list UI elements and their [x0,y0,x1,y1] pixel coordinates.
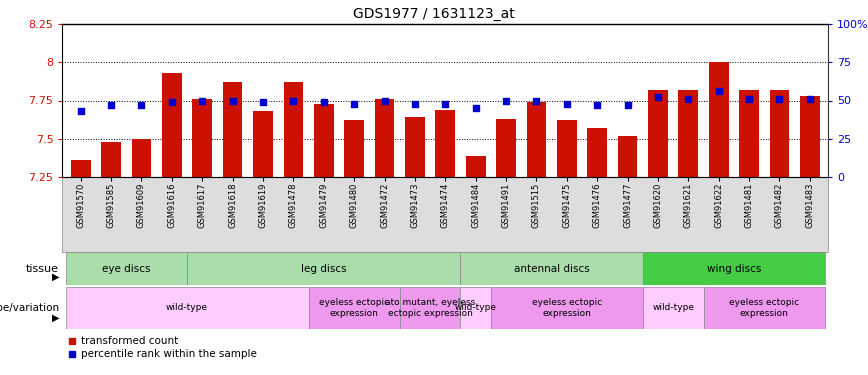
Bar [399,287,460,329]
Point [165,99,179,105]
Text: GDS1977 / 1631123_at: GDS1977 / 1631123_at [353,7,515,21]
Bar [740,90,759,177]
Text: leg discs: leg discs [301,264,346,273]
Point [681,96,695,102]
Point [621,102,635,108]
Point [74,108,88,114]
Text: eyeless ectopic
expression: eyeless ectopic expression [319,298,389,318]
Text: ato mutant, eyeless
ectopic expression: ato mutant, eyeless ectopic expression [385,298,475,318]
Point [469,105,483,111]
Bar [618,136,637,177]
Point [590,102,604,108]
Bar [642,287,703,329]
Bar [405,117,424,177]
Point [499,98,513,104]
Bar [709,62,728,177]
Bar [770,90,789,177]
Bar [375,99,394,177]
Point [104,102,118,108]
Bar [703,287,825,329]
Text: antennal discs: antennal discs [514,264,589,273]
Legend: transformed count, percentile rank within the sample: transformed count, percentile rank withi… [68,336,257,359]
Text: ▶: ▶ [51,272,59,282]
Text: genotype/variation: genotype/variation [0,303,59,313]
Bar [557,120,576,177]
Bar [193,99,212,177]
Point [347,100,361,106]
Bar [491,287,642,329]
Bar [253,111,273,177]
Bar [65,287,308,329]
Bar [460,252,642,285]
Bar [679,90,698,177]
Point [438,100,452,106]
Point [773,96,786,102]
Point [742,96,756,102]
Bar [800,96,819,177]
Bar [648,90,667,177]
Text: eyeless ectopic
expression: eyeless ectopic expression [532,298,602,318]
Point [803,96,817,102]
Point [529,98,543,104]
Bar [223,82,242,177]
Bar [102,142,121,177]
Point [256,99,270,105]
Text: wing discs: wing discs [707,264,761,273]
Bar [132,139,151,177]
Bar [527,102,546,177]
Text: wild-type: wild-type [166,303,208,312]
Bar [284,82,303,177]
Bar [162,73,181,177]
Bar [71,160,90,177]
Text: ▶: ▶ [51,312,59,322]
Text: wild-type: wild-type [652,303,694,312]
Point [135,102,148,108]
Bar [496,119,516,177]
Text: eye discs: eye discs [102,264,150,273]
Bar [65,252,187,285]
Point [195,98,209,104]
Bar [588,128,607,177]
Bar [345,120,364,177]
Bar [308,287,399,329]
Bar [642,252,825,285]
Bar [187,252,460,285]
Bar [466,156,485,177]
Text: wild-type: wild-type [455,303,496,312]
Point [286,98,300,104]
Point [712,88,726,94]
Point [560,100,574,106]
Text: tissue: tissue [26,264,59,273]
Point [317,99,331,105]
Point [408,100,422,106]
Bar [314,104,333,177]
Point [651,94,665,100]
Text: eyeless ectopic
expression: eyeless ectopic expression [729,298,799,318]
Bar [460,287,491,329]
Point [378,98,391,104]
Bar [436,110,455,177]
Point [226,98,240,104]
